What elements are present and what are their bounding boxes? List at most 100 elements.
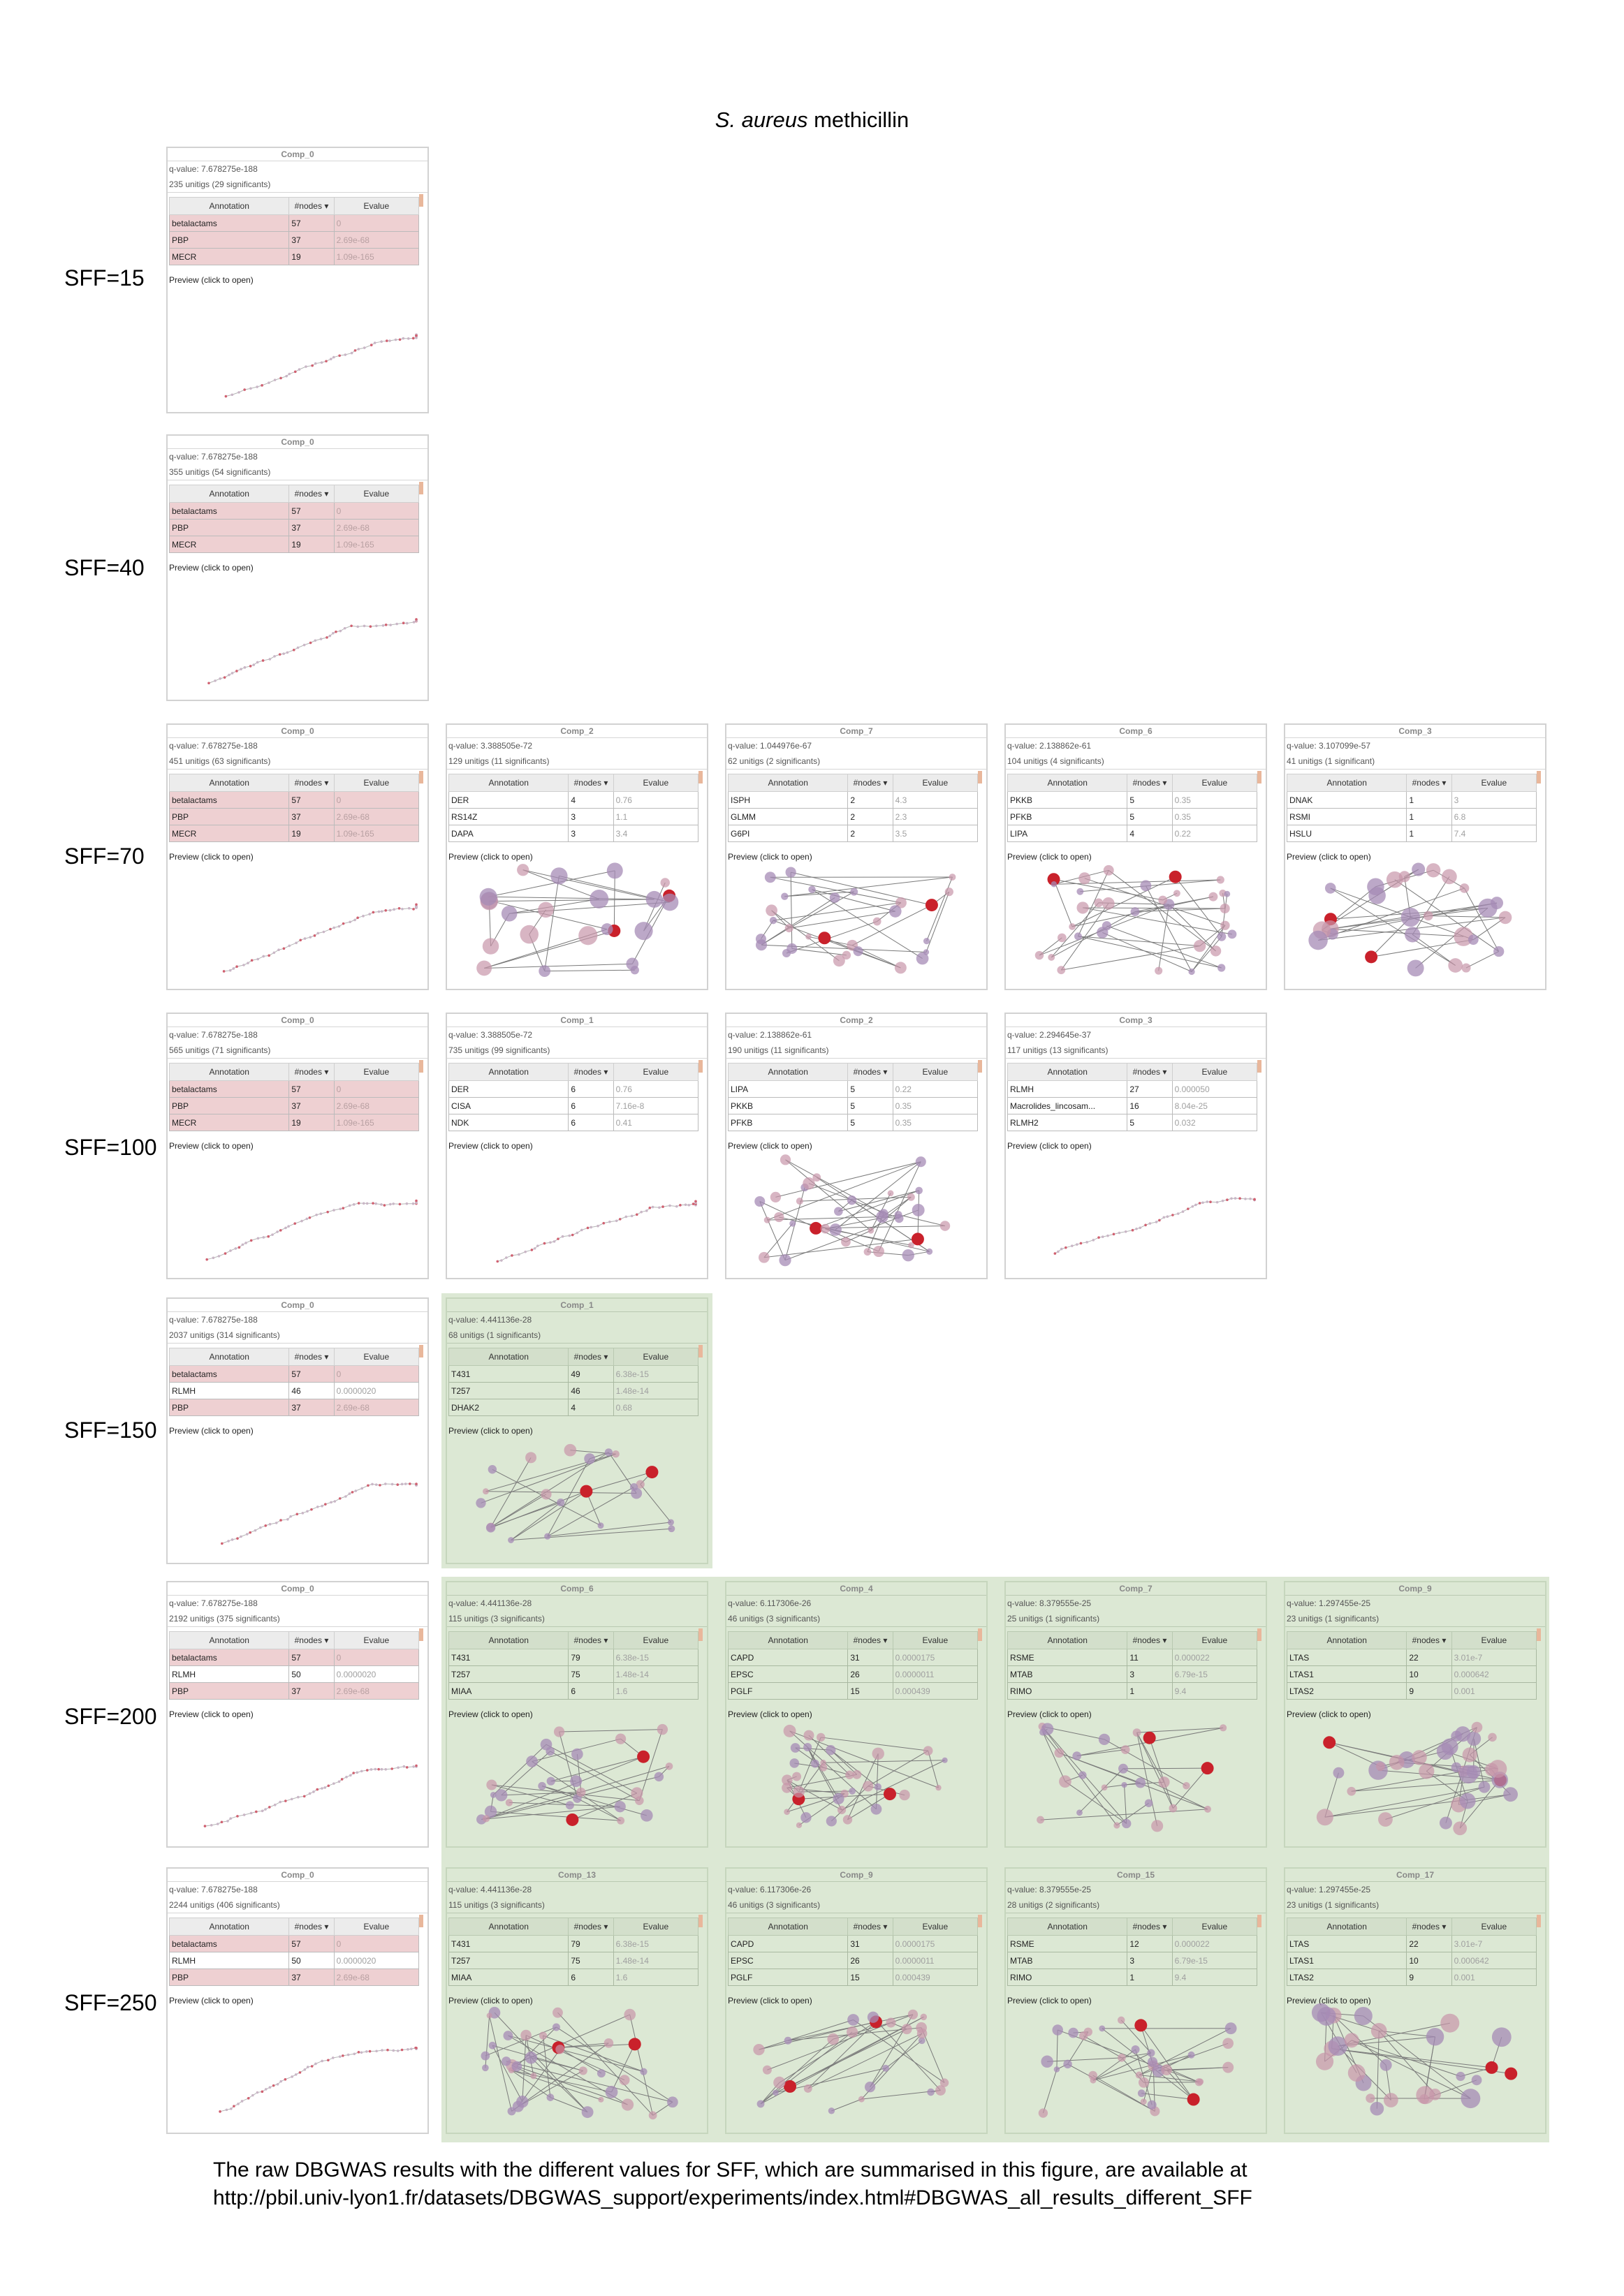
annotation-row[interactable]: LIPA 5 0.22	[727, 1080, 979, 1098]
annotation-column-header[interactable]: Annotation	[727, 1631, 849, 1649]
annotation-row[interactable]: CISA 6 7.16e-8	[448, 1097, 699, 1114]
preview-link[interactable]: Preview (click to open)	[1007, 1709, 1092, 1719]
graph-preview[interactable]	[731, 855, 982, 986]
graph-preview[interactable]	[172, 566, 423, 697]
nodes-column-header[interactable]: #nodes ▾	[847, 1063, 893, 1081]
annotation-row[interactable]: MECR 19 1.09e-165	[168, 248, 420, 265]
annotation-row[interactable]: LTAS2 9 0.001	[1286, 1682, 1537, 1700]
graph-preview[interactable]	[451, 1712, 703, 1844]
annotation-row[interactable]: MECR 19 1.09e-165	[168, 825, 420, 842]
table-scrollbar[interactable]	[978, 771, 982, 783]
nodes-column-header[interactable]: #nodes ▾	[288, 1631, 335, 1649]
preview-link[interactable]: Preview (click to open)	[1287, 852, 1371, 862]
nodes-column-header[interactable]: #nodes ▾	[568, 1918, 614, 1936]
preview-link[interactable]: Preview (click to open)	[448, 1709, 533, 1719]
annotation-row[interactable]: DER 6 0.76	[448, 1080, 699, 1098]
annotation-row[interactable]: PFKB 5 0.35	[727, 1114, 979, 1131]
annotation-row[interactable]: LTAS1 10 0.000642	[1286, 1665, 1537, 1683]
evalue-column-header[interactable]: Evalue	[333, 1631, 420, 1649]
annotation-row[interactable]: RSME 12 0.000022	[1007, 1935, 1258, 1952]
annotation-column-header[interactable]: Annotation	[448, 774, 569, 792]
evalue-column-header[interactable]: Evalue	[613, 1918, 699, 1936]
annotation-row[interactable]: MECR 19 1.09e-165	[168, 1114, 420, 1131]
annotation-row[interactable]: betalactams 57 0	[168, 1649, 420, 1666]
evalue-column-header[interactable]: Evalue	[892, 1063, 979, 1081]
preview-link[interactable]: Preview (click to open)	[169, 852, 254, 862]
component-card[interactable]: Comp_2 q-value: 3.388505e-72 129 unitigs (…	[446, 723, 708, 990]
component-card[interactable]: Comp_0 q-value: 7.678275e-188 2192 unitigs…	[166, 1581, 429, 1848]
nodes-column-header[interactable]: #nodes ▾	[568, 1063, 614, 1081]
annotation-column-header[interactable]: Annotation	[1286, 774, 1407, 792]
annotation-column-header[interactable]: Annotation	[1007, 1063, 1128, 1081]
evalue-column-header[interactable]: Evalue	[613, 1348, 699, 1366]
nodes-column-header[interactable]: #nodes ▾	[1406, 1631, 1452, 1649]
annotation-row[interactable]: DER 4 0.76	[448, 791, 699, 809]
evalue-column-header[interactable]: Evalue	[892, 774, 979, 792]
preview-link[interactable]: Preview (click to open)	[448, 1141, 533, 1151]
table-scrollbar[interactable]	[1537, 1628, 1541, 1641]
nodes-column-header[interactable]: #nodes ▾	[568, 1348, 614, 1366]
evalue-column-header[interactable]: Evalue	[892, 1631, 979, 1649]
annotation-row[interactable]: DNAK 1 3	[1286, 791, 1537, 809]
graph-preview[interactable]	[1010, 1712, 1261, 1844]
annotation-row[interactable]: RLMH 50 0.0000020	[168, 1665, 420, 1683]
annotation-row[interactable]: PBP 37 2.69e-68	[168, 808, 420, 825]
annotation-row[interactable]: betalactams 57 0	[168, 1935, 420, 1952]
component-card[interactable]: Comp_6 q-value: 2.138862e-61 104 unitigs (…	[1004, 723, 1267, 990]
component-card[interactable]: Comp_2 q-value: 2.138862e-61 190 unitigs (…	[725, 1013, 988, 1279]
nodes-column-header[interactable]: #nodes ▾	[288, 1348, 335, 1366]
component-card[interactable]: Comp_6 q-value: 4.441136e-28 115 unitigs (…	[446, 1581, 708, 1848]
annotation-row[interactable]: RLMH 50 0.0000020	[168, 1952, 420, 1969]
preview-link[interactable]: Preview (click to open)	[169, 1141, 254, 1151]
annotation-row[interactable]: PKKB 5 0.35	[1007, 791, 1258, 809]
annotation-row[interactable]: PBP 37 2.69e-68	[168, 519, 420, 536]
component-card[interactable]: Comp_1 q-value: 3.388505e-72 735 unitigs (…	[446, 1013, 708, 1279]
table-scrollbar[interactable]	[419, 1345, 423, 1357]
table-scrollbar[interactable]	[1257, 1060, 1261, 1073]
annotation-column-header[interactable]: Annotation	[448, 1631, 569, 1649]
table-scrollbar[interactable]	[698, 1345, 703, 1357]
component-card[interactable]: Comp_0 q-value: 7.678275e-188 2037 unitigs…	[166, 1297, 429, 1564]
annotation-row[interactable]: PGLF 15 0.000439	[727, 1682, 979, 1700]
graph-preview[interactable]	[172, 1429, 423, 1560]
annotation-row[interactable]: EPSC 26 0.0000011	[727, 1665, 979, 1683]
nodes-column-header[interactable]: #nodes ▾	[847, 774, 893, 792]
annotation-row[interactable]: PBP 37 2.69e-68	[168, 1399, 420, 1416]
component-card[interactable]: Comp_4 q-value: 6.117306e-26 46 unitigs (3…	[725, 1581, 988, 1848]
component-card[interactable]: Comp_3 q-value: 2.294645e-37 117 unitigs (…	[1004, 1013, 1267, 1279]
annotation-column-header[interactable]: Annotation	[1007, 1631, 1128, 1649]
component-card[interactable]: Comp_7 q-value: 8.379555e-25 25 unitigs (1…	[1004, 1581, 1267, 1848]
table-scrollbar[interactable]	[698, 1628, 703, 1641]
preview-link[interactable]: Preview (click to open)	[169, 1426, 254, 1436]
annotation-row[interactable]: LTAS 22 3.01e-7	[1286, 1935, 1537, 1952]
annotation-row[interactable]: DHAK2 4 0.68	[448, 1399, 699, 1416]
component-card[interactable]: Comp_0 q-value: 7.678275e-188 565 unitigs …	[166, 1013, 429, 1279]
annotation-row[interactable]: MECR 19 1.09e-165	[168, 536, 420, 553]
evalue-column-header[interactable]: Evalue	[1171, 1918, 1258, 1936]
nodes-column-header[interactable]: #nodes ▾	[288, 1063, 335, 1081]
annotation-row[interactable]: betalactams 57 0	[168, 502, 420, 520]
evalue-column-header[interactable]: Evalue	[333, 1348, 420, 1366]
table-scrollbar[interactable]	[698, 771, 703, 783]
table-scrollbar[interactable]	[698, 1060, 703, 1073]
table-scrollbar[interactable]	[419, 771, 423, 783]
evalue-column-header[interactable]: Evalue	[613, 1631, 699, 1649]
annotation-row[interactable]: MTAB 3 6.79e-15	[1007, 1665, 1258, 1683]
graph-preview[interactable]	[731, 1712, 982, 1844]
annotation-column-header[interactable]: Annotation	[448, 1063, 569, 1081]
graph-preview[interactable]	[731, 1999, 982, 2130]
graph-preview[interactable]	[451, 1999, 703, 2130]
nodes-column-header[interactable]: #nodes ▾	[288, 485, 335, 503]
nodes-column-header[interactable]: #nodes ▾	[1127, 1631, 1173, 1649]
graph-preview[interactable]	[172, 1999, 423, 2130]
annotation-column-header[interactable]: Annotation	[727, 1918, 849, 1936]
preview-link[interactable]: Preview (click to open)	[728, 852, 812, 862]
annotation-column-header[interactable]: Annotation	[727, 774, 849, 792]
annotation-column-header[interactable]: Annotation	[168, 1631, 290, 1649]
preview-link[interactable]: Preview (click to open)	[1007, 1141, 1092, 1151]
graph-preview[interactable]	[1010, 855, 1261, 986]
annotation-row[interactable]: T257 46 1.48e-14	[448, 1382, 699, 1399]
annotation-column-header[interactable]: Annotation	[168, 1063, 290, 1081]
nodes-column-header[interactable]: #nodes ▾	[847, 1631, 893, 1649]
annotation-column-header[interactable]: Annotation	[168, 1918, 290, 1936]
